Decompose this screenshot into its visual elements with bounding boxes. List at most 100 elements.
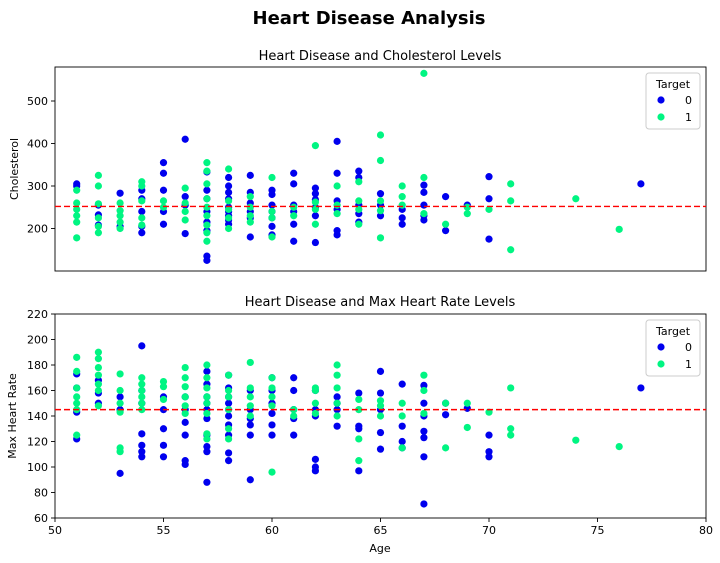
cholesterol-point-target-0 xyxy=(159,159,168,167)
heart-rate-point-target-1 xyxy=(94,402,102,410)
heart-rate-point-target-1 xyxy=(116,408,124,416)
cholesterol-legend-label-1: 1 xyxy=(685,111,692,124)
heart-rate-point-target-1 xyxy=(507,425,515,433)
cholesterol-point-target-1 xyxy=(333,210,341,218)
heart-rate-point-target-1 xyxy=(333,412,341,420)
cholesterol-point-target-0 xyxy=(333,231,341,239)
heart-rate-point-target-1 xyxy=(463,399,471,407)
heart-rate-point-target-1 xyxy=(138,393,146,401)
cholesterol-point-target-1 xyxy=(181,207,189,216)
heart-rate-point-target-1 xyxy=(246,393,254,401)
cholesterol-point-target-0 xyxy=(376,190,385,198)
cholesterol-point-target-1 xyxy=(116,224,124,233)
cholesterol-point-target-1 xyxy=(246,203,254,211)
heart-rate-x-tick-label: 60 xyxy=(265,524,279,537)
heart-rate-point-target-1 xyxy=(181,363,189,372)
heart-rate-point-target-0 xyxy=(376,389,385,397)
heart-rate-point-target-1 xyxy=(420,371,428,379)
cholesterol-point-target-1 xyxy=(311,220,319,228)
cholesterol-point-target-0 xyxy=(290,169,298,177)
cholesterol-point-target-0 xyxy=(420,201,428,209)
cholesterol-point-target-0 xyxy=(138,229,146,237)
cholesterol-point-target-1 xyxy=(73,186,81,194)
cholesterol-point-target-1 xyxy=(225,197,233,205)
heart-rate-point-target-1 xyxy=(311,386,319,395)
heart-rate-point-target-0 xyxy=(181,460,189,469)
cholesterol-scatter-plot: Heart Disease and Cholesterol Levels Cho… xyxy=(8,49,707,272)
heart-rate-point-target-0 xyxy=(398,437,406,446)
heart-rate-point-target-1 xyxy=(116,370,124,378)
cholesterol-point-target-0 xyxy=(637,180,645,188)
cholesterol-point-target-0 xyxy=(311,212,319,220)
heart-rate-point-target-1 xyxy=(94,386,102,395)
heart-rate-point-target-0 xyxy=(290,386,298,395)
cholesterol-point-target-0 xyxy=(73,180,81,188)
heart-rate-point-target-1 xyxy=(203,384,211,392)
cholesterol-point-target-1 xyxy=(420,173,428,182)
heart-rate-point-target-1 xyxy=(94,363,102,372)
cholesterol-y-tick-label: 500 xyxy=(27,95,48,108)
heart-rate-legend-marker-1 xyxy=(657,360,665,368)
cholesterol-point-target-1 xyxy=(73,212,81,220)
cholesterol-point-target-1 xyxy=(507,197,515,205)
cholesterol-point-target-0 xyxy=(420,188,428,196)
heart-rate-point-target-0 xyxy=(138,448,146,456)
cholesterol-point-target-1 xyxy=(181,216,189,224)
heart-rate-point-target-0 xyxy=(116,469,124,477)
heart-rate-point-target-0 xyxy=(420,381,428,389)
cholesterol-point-target-1 xyxy=(116,218,124,226)
heart-rate-legend-title: Target xyxy=(655,325,691,338)
heart-rate-point-target-1 xyxy=(94,348,102,356)
heart-rate-point-target-0 xyxy=(203,367,211,375)
cholesterol-point-target-1 xyxy=(73,234,81,242)
cholesterol-point-target-1 xyxy=(463,203,471,211)
heart-rate-point-target-1 xyxy=(355,395,363,404)
heart-rate-point-target-1 xyxy=(203,430,211,438)
heart-rate-point-target-0 xyxy=(225,457,233,465)
heart-rate-point-target-1 xyxy=(442,399,450,407)
cholesterol-y-tick-label: 200 xyxy=(27,223,48,236)
heart-rate-point-target-1 xyxy=(246,412,254,420)
cholesterol-point-target-0 xyxy=(311,184,319,192)
cholesterol-point-target-1 xyxy=(225,205,233,213)
cholesterol-point-target-0 xyxy=(290,237,298,245)
heart-rate-point-target-0 xyxy=(138,430,146,438)
heart-rate-point-target-1 xyxy=(268,402,276,410)
cholesterol-point-target-0 xyxy=(442,227,450,235)
cholesterol-point-target-0 xyxy=(311,238,319,247)
heart-rate-x-tick-label: 70 xyxy=(482,524,496,537)
heart-rate-point-target-1 xyxy=(246,384,254,392)
heart-rate-point-target-0 xyxy=(138,441,146,449)
cholesterol-point-target-0 xyxy=(181,230,189,238)
heart-rate-y-tick-label: 120 xyxy=(27,436,48,449)
cholesterol-point-target-1 xyxy=(94,214,102,222)
cholesterol-point-target-1 xyxy=(376,156,385,165)
cholesterol-point-target-1 xyxy=(376,131,385,139)
heart-rate-point-target-1 xyxy=(73,393,81,401)
heart-rate-point-target-0 xyxy=(268,431,276,439)
cholesterol-point-target-1 xyxy=(116,212,124,220)
cholesterol-point-target-0 xyxy=(290,180,298,188)
cholesterol-point-target-0 xyxy=(398,220,406,228)
heart-rate-point-target-0 xyxy=(290,374,298,382)
heart-rate-point-target-1 xyxy=(138,374,146,382)
heart-rate-point-target-1 xyxy=(507,384,515,392)
cholesterol-point-target-0 xyxy=(203,256,211,264)
heart-rate-point-target-1 xyxy=(420,409,428,418)
cholesterol-point-target-0 xyxy=(311,190,319,198)
cholesterol-point-target-1 xyxy=(225,214,233,222)
heart-rate-point-target-1 xyxy=(203,374,211,382)
heart-rate-point-target-0 xyxy=(485,453,493,461)
heart-rate-point-target-1 xyxy=(615,443,623,451)
cholesterol-point-target-1 xyxy=(73,205,81,213)
cholesterol-point-target-1 xyxy=(138,214,146,222)
cholesterol-point-target-1 xyxy=(507,246,515,254)
cholesterol-legend-label-0: 0 xyxy=(685,94,692,107)
cholesterol-point-target-1 xyxy=(73,218,81,226)
heart-rate-point-target-1 xyxy=(159,377,168,386)
heart-rate-point-target-1 xyxy=(463,423,471,432)
cholesterol-point-target-1 xyxy=(94,182,102,190)
heart-rate-point-target-1 xyxy=(398,399,406,407)
cholesterol-point-target-1 xyxy=(159,197,168,205)
